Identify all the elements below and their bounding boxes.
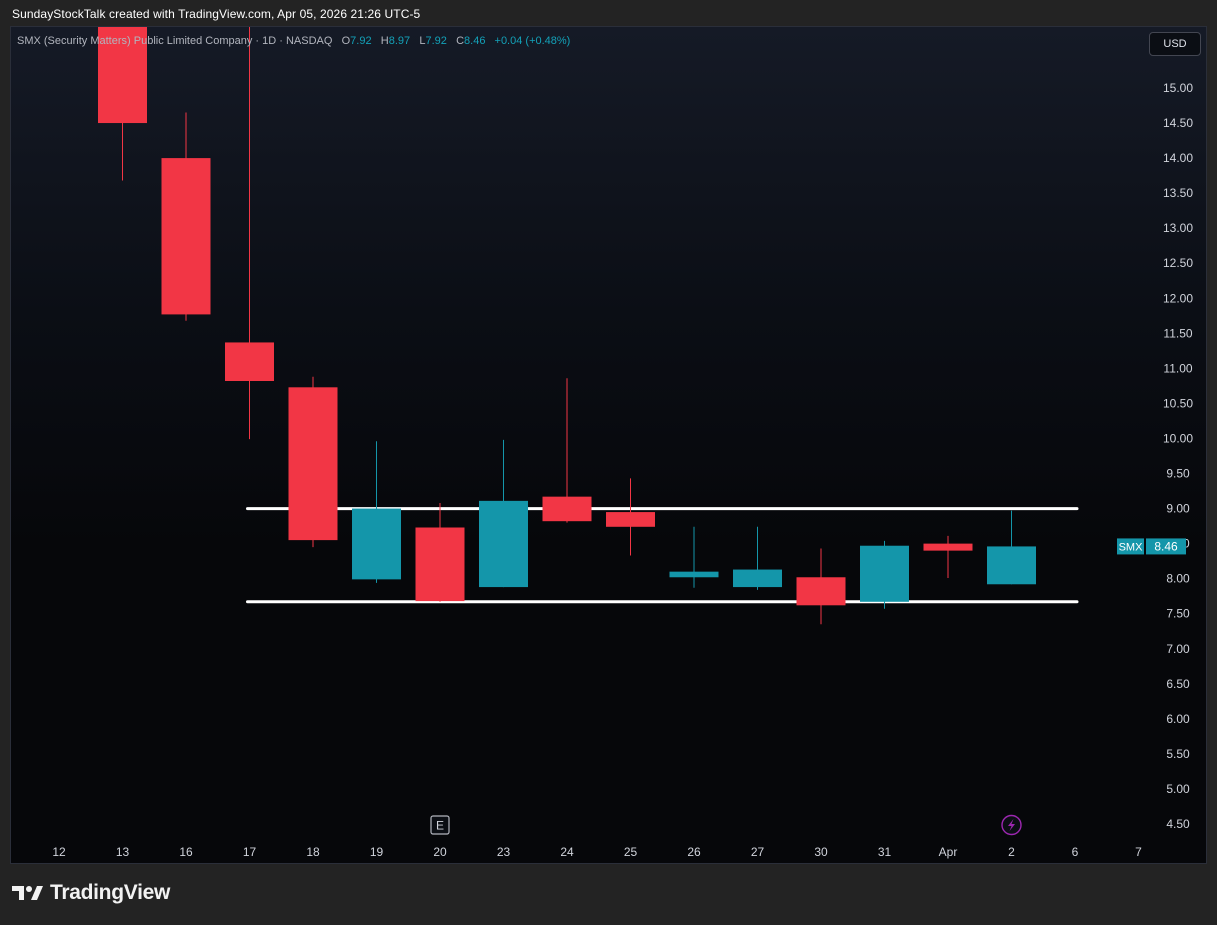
candle-body <box>288 387 338 541</box>
candle-body <box>542 496 592 522</box>
y-tick-label: 5.50 <box>1166 747 1190 761</box>
candle-body <box>225 342 274 381</box>
candle <box>923 535 973 578</box>
candle-body <box>606 512 655 527</box>
x-tick-label: 30 <box>814 845 828 859</box>
brand-name: TradingView <box>50 881 171 904</box>
x-tick-label: 24 <box>560 845 574 859</box>
y-tick-label: 12.50 <box>1163 256 1193 270</box>
x-tick-label: 31 <box>878 845 892 859</box>
y-tick-label: 10.50 <box>1163 396 1193 410</box>
legend-open: O7.92 <box>341 35 372 47</box>
candlestick-chart[interactable]: 15.00 14.50 14.00 13.50 13.00 12.50 12.00 11.50… <box>11 27 1207 864</box>
x-tick-label: 16 <box>179 845 193 859</box>
y-tick-label: 6.00 <box>1166 712 1190 726</box>
y-tick-label: 10.00 <box>1163 431 1193 445</box>
tradingview-brand[interactable]: TradingView <box>12 881 170 905</box>
legend-low: L7.92 <box>419 35 447 47</box>
symbol-description: SMX (Security Matters) Public Limited Co… <box>17 35 333 47</box>
y-tick-label: 13.50 <box>1163 186 1193 200</box>
lightning-icon <box>1008 819 1015 831</box>
y-tick-label: 7.00 <box>1166 642 1190 656</box>
x-tick-label: 19 <box>370 845 384 859</box>
y-tick-label: 11.00 <box>1163 361 1192 375</box>
y-tick-label: 13.00 <box>1163 221 1193 235</box>
x-tick-label: 6 <box>1072 845 1079 859</box>
legend-change: +0.04 (+0.48%) <box>494 35 571 47</box>
candle-body <box>415 527 465 602</box>
x-tick-label: 12 <box>52 845 66 859</box>
candle-body <box>987 546 1036 585</box>
x-tick-label: 25 <box>624 845 638 859</box>
legend-high: H8.97 <box>380 35 411 47</box>
chart-frame: 15.00 14.50 14.00 13.50 13.00 12.50 12.00 11.50… <box>10 26 1207 864</box>
x-tick-label: 17 <box>243 845 257 859</box>
candle-body <box>860 545 909 602</box>
y-tick-label: 7.50 <box>1166 607 1190 621</box>
x-tick-label: 26 <box>687 845 701 859</box>
candle <box>987 510 1036 585</box>
candle-body <box>479 500 528 588</box>
y-tick-label: 14.00 <box>1163 151 1193 165</box>
y-tick-label: 6.50 <box>1166 677 1190 691</box>
x-tick-label: Apr <box>939 845 958 859</box>
x-tick-label: 27 <box>751 845 765 859</box>
price-tag-symbol-box <box>1117 538 1144 555</box>
candle-body <box>796 577 846 606</box>
x-tick-label: 13 <box>116 845 130 859</box>
candle-body <box>98 27 147 124</box>
y-tick-label: 12.00 <box>1163 291 1193 305</box>
candle <box>98 27 147 181</box>
candle-body <box>161 158 211 315</box>
candle <box>796 548 846 625</box>
dividend-event-marker[interactable] <box>1001 814 1022 836</box>
candle <box>288 376 338 548</box>
candle <box>669 526 719 588</box>
x-tick-label: 23 <box>497 845 511 859</box>
x-tick-label: 20 <box>433 845 447 859</box>
candle <box>352 441 401 583</box>
y-tick-label: 5.00 <box>1166 782 1190 796</box>
candle <box>606 478 655 556</box>
y-tick-label: 4.50 <box>1166 817 1190 831</box>
earnings-label: E <box>436 819 444 833</box>
candle <box>542 378 592 523</box>
candle-body <box>352 508 401 580</box>
candle-body <box>923 543 973 551</box>
candle <box>415 502 465 602</box>
currency-button[interactable]: USD <box>1149 32 1201 56</box>
price-tag-symbol: SMX <box>1119 541 1144 553</box>
x-tick-label: 2 <box>1008 845 1015 859</box>
last-price-tag: SMX 8.46 <box>1117 538 1186 555</box>
y-tick-label: 15.00 <box>1163 81 1193 95</box>
candle-body <box>733 569 782 588</box>
candle <box>733 526 782 590</box>
x-tick-label: 7 <box>1135 845 1142 859</box>
legend-close: C8.46 <box>456 35 486 47</box>
candle <box>860 540 909 609</box>
candle <box>479 439 528 588</box>
earnings-marker[interactable]: E <box>430 815 450 835</box>
symbol-legend[interactable]: SMX (Security Matters) Public Limited Co… <box>17 35 570 47</box>
earnings-icon <box>430 815 450 835</box>
candle <box>225 27 274 440</box>
price-tag-value-box <box>1146 538 1186 555</box>
candle-body <box>669 571 719 578</box>
y-tick-label: 8.00 <box>1166 572 1190 586</box>
y-tick-label: 9.50 <box>1166 467 1190 481</box>
y-tick-label: 14.50 <box>1163 116 1193 130</box>
y-tick-label: 11.50 <box>1163 326 1192 340</box>
x-tick-label: 18 <box>306 845 320 859</box>
y-tick-label: 9.00 <box>1166 502 1190 516</box>
price-tag-value: 8.46 <box>1154 539 1178 553</box>
chart-attribution: SundayStockTalk created with TradingView… <box>12 7 421 21</box>
tradingview-logo-icon <box>12 886 43 900</box>
candle <box>161 112 211 321</box>
